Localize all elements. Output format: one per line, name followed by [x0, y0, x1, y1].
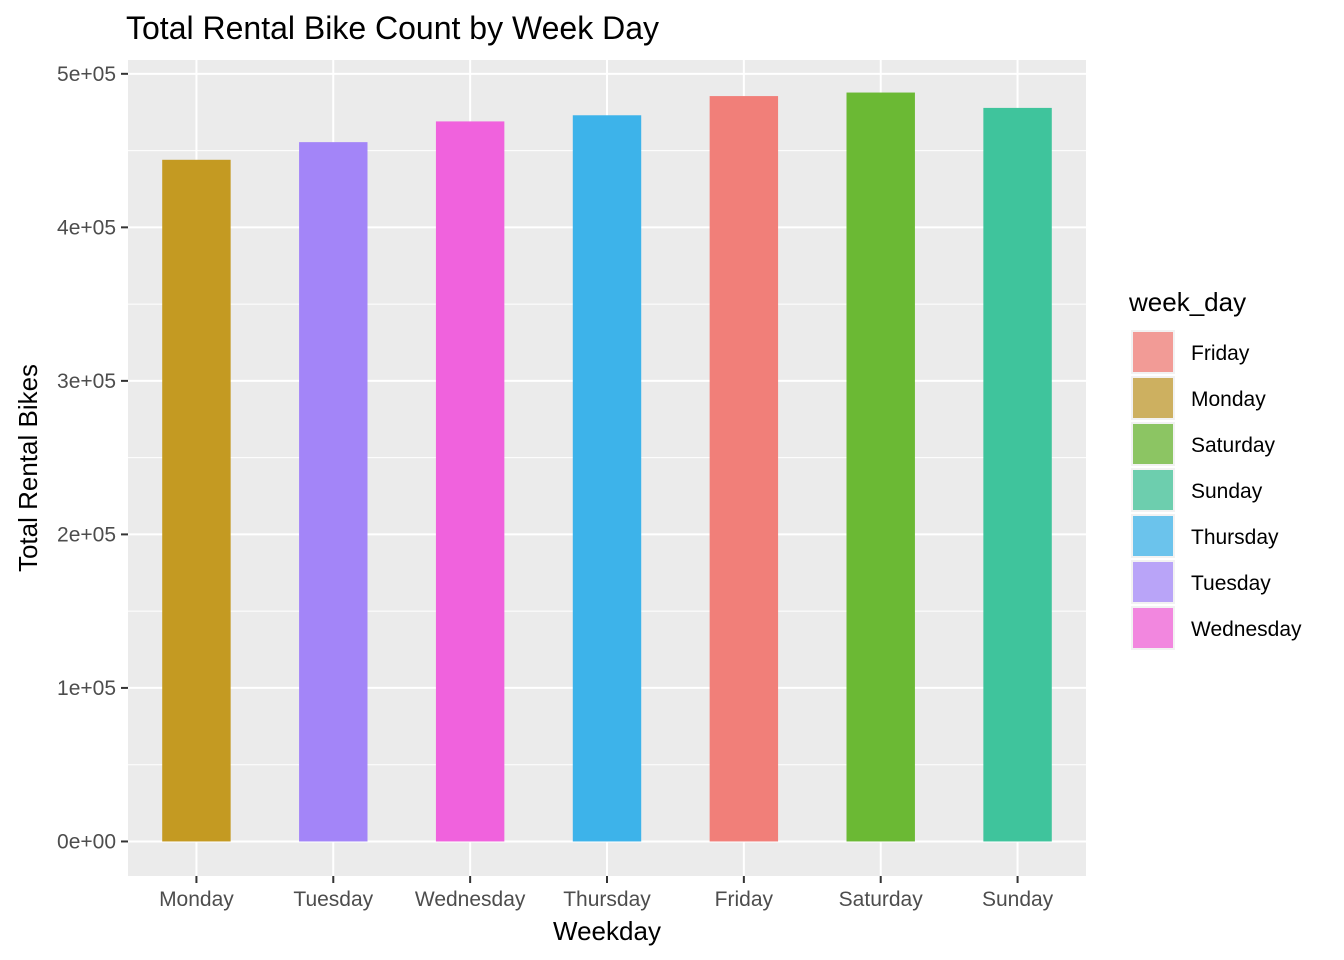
bar-sunday: [983, 107, 1052, 842]
x-tick-label: Friday: [715, 888, 774, 911]
bars: [162, 92, 1052, 842]
legend-label: Wednesday: [1191, 618, 1302, 641]
y-tick-label: 0e+00: [57, 830, 116, 853]
y-tick-label: 3e+05: [57, 370, 116, 393]
legend-label: Tuesday: [1191, 572, 1271, 595]
y-tick-label: 4e+05: [57, 216, 116, 239]
legend-swatch-monday: [1133, 378, 1173, 418]
y-tick-label: 5e+05: [57, 63, 116, 86]
legend-label: Saturday: [1191, 434, 1276, 457]
x-tick-label: Thursday: [563, 888, 651, 911]
x-tick-label: Wednesday: [415, 888, 526, 911]
y-axis: 0e+00 1e+05 2e+05 3e+05 4e+05 5e+05: [57, 63, 128, 853]
x-tick-label: Saturday: [839, 888, 924, 911]
x-axis: Monday Tuesday Wednesday Thursday Friday Satu…: [159, 876, 1054, 911]
legend-label: Friday: [1191, 342, 1250, 365]
bar-friday: [709, 96, 779, 842]
legend-swatch-tuesday: [1133, 562, 1173, 602]
legend-swatch-thursday: [1133, 516, 1173, 556]
bar-monday: [162, 159, 231, 842]
bar-thursday: [572, 115, 642, 842]
legend-label: Monday: [1191, 388, 1266, 411]
legend-swatch-wednesday: [1133, 608, 1173, 648]
x-axis-title: Weekday: [553, 916, 661, 946]
chart-title: Total Rental Bike Count by Week Day: [126, 10, 659, 46]
y-axis-title: Total Rental Bikes: [13, 364, 43, 572]
bar-saturday: [846, 92, 915, 842]
x-tick-label: Monday: [159, 888, 234, 911]
y-tick-label: 2e+05: [57, 523, 116, 546]
legend: week_day Friday Monday Saturday Sunday Thurs…: [1128, 287, 1302, 650]
legend-swatch-sunday: [1133, 470, 1173, 510]
legend-swatch-friday: [1133, 332, 1173, 372]
legend-swatch-saturday: [1133, 424, 1173, 464]
x-tick-label: Sunday: [982, 888, 1054, 911]
legend-label: Sunday: [1191, 480, 1263, 503]
legend-label: Thursday: [1191, 526, 1279, 549]
y-tick-label: 1e+05: [57, 677, 116, 700]
bar-wednesday: [435, 121, 505, 842]
bar-tuesday: [299, 142, 368, 842]
legend-title: week_day: [1128, 287, 1246, 317]
x-tick-label: Tuesday: [293, 888, 373, 911]
